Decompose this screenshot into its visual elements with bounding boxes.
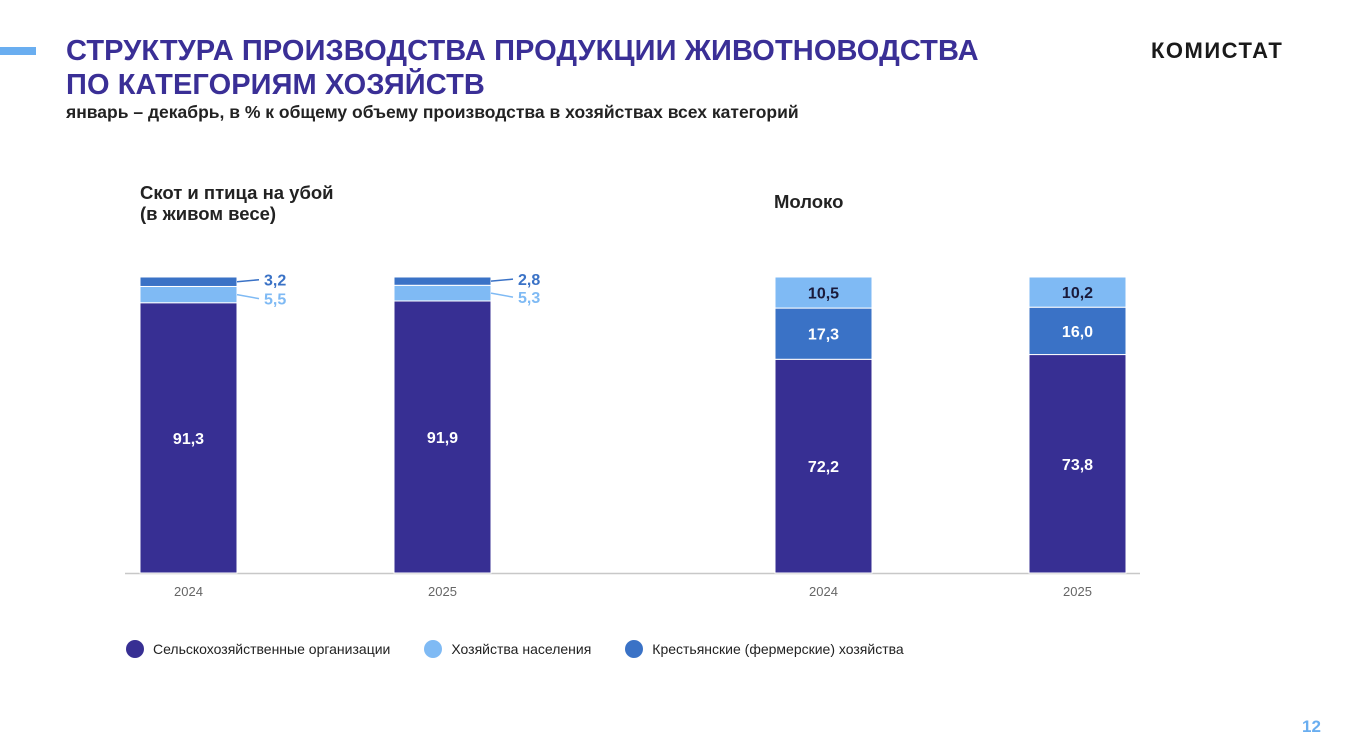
bar-livestock-2025-farms bbox=[393, 276, 492, 286]
leader-line-livestock-2025-households bbox=[490, 292, 514, 298]
chart-title-livestock: Скот и птица на убой (в живом весе) bbox=[140, 182, 334, 224]
data-label-livestock-2024-farms: 3,2 bbox=[264, 273, 286, 290]
data-label-milk-2025-farms: 16,0 bbox=[1062, 324, 1093, 341]
bar-livestock-2024-households bbox=[139, 285, 238, 304]
x-tick-label-milk-2024: 2024 bbox=[809, 584, 838, 599]
bar-milk-2024-households bbox=[774, 276, 873, 309]
data-label-milk-2024-agri-orgs: 72,2 bbox=[808, 459, 839, 476]
bar-milk-2024-farms bbox=[774, 307, 873, 360]
legend-swatch-agri-orgs bbox=[126, 640, 144, 658]
bar-livestock-2024-agri-orgs bbox=[139, 302, 238, 574]
data-label-milk-2025-households: 10,2 bbox=[1062, 285, 1093, 302]
data-label-livestock-2025-households: 5,3 bbox=[518, 290, 540, 307]
bar-milk-2025-households bbox=[1028, 276, 1127, 308]
bar-livestock-2024-farms bbox=[139, 276, 238, 287]
chart-title-milk: Молоко bbox=[774, 191, 843, 212]
legend-swatch-farms bbox=[625, 640, 644, 658]
leader-line-livestock-2024-farms bbox=[236, 278, 260, 283]
x-tick-label-livestock-2024: 2024 bbox=[174, 584, 203, 599]
chart-title-milk-line1: Молоко bbox=[774, 191, 844, 212]
page-number: 12 bbox=[1302, 717, 1321, 736]
bar-milk-2024-agri-orgs bbox=[774, 358, 873, 574]
leader-line-livestock-2025-farms bbox=[490, 278, 514, 282]
page-title-line1: СТРУКТУРА ПРОИЗВОДСТВА ПРОДУКЦИИ ЖИВОТНО… bbox=[66, 35, 979, 67]
data-label-milk-2025-agri-orgs: 73,8 bbox=[1062, 457, 1093, 474]
chart-title-livestock-line1: Скот и птица на убой bbox=[140, 182, 334, 203]
legend-label-farms: Крестьянские (фермерские) хозяйства bbox=[652, 641, 904, 657]
legend-item-households: Хозяйства населения bbox=[424, 640, 591, 658]
legend-item-farms: Крестьянские (фермерские) хозяйства bbox=[625, 640, 904, 658]
x-tick-label-livestock-2025: 2025 bbox=[428, 584, 457, 599]
page-title: СТРУКТУРА ПРОИЗВОДСТВА ПРОДУКЦИИ ЖИВОТНО… bbox=[66, 34, 979, 102]
legend-label-agri-orgs: Сельскохозяйственные организации bbox=[153, 641, 391, 657]
legend: Сельскохозяйственные организации Хозяйст… bbox=[126, 640, 938, 658]
data-label-livestock-2025-agri-orgs: 91,9 bbox=[427, 430, 458, 447]
logo: КОМИСТАТ bbox=[1151, 38, 1284, 63]
bar-livestock-2025-agri-orgs bbox=[393, 300, 492, 574]
legend-item-agri-orgs: Сельскохозяйственные организации bbox=[126, 640, 390, 658]
data-label-livestock-2024-households: 5,5 bbox=[264, 292, 286, 309]
bar-livestock-2025-households bbox=[393, 284, 492, 302]
data-label-milk-2024-households: 10,5 bbox=[808, 286, 839, 303]
page-subtitle: январь – декабрь, в % к общему объему пр… bbox=[66, 102, 799, 122]
chart-title-livestock-line2: (в живом весе) bbox=[140, 203, 277, 224]
legend-swatch-households bbox=[424, 640, 443, 658]
page-title-line2: ПО КАТЕГОРИЯМ ХОЗЯЙСТВ bbox=[66, 69, 485, 101]
accent-bar bbox=[0, 47, 36, 55]
x-tick-label-milk-2025: 2025 bbox=[1063, 584, 1092, 599]
data-label-livestock-2024-agri-orgs: 91,3 bbox=[173, 431, 204, 448]
legend-label-households: Хозяйства населения bbox=[451, 641, 592, 657]
leader-line-livestock-2024-households bbox=[236, 293, 260, 300]
data-label-milk-2024-farms: 17,3 bbox=[808, 327, 839, 344]
data-label-livestock-2025-farms: 2,8 bbox=[518, 272, 540, 289]
bar-milk-2025-agri-orgs bbox=[1028, 354, 1127, 574]
